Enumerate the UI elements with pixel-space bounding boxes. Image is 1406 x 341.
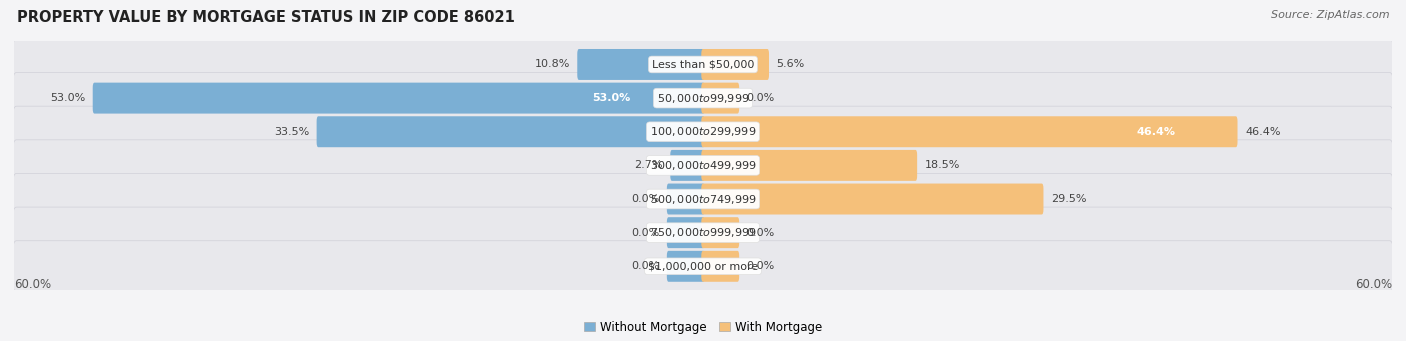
Text: $750,000 to $999,999: $750,000 to $999,999 xyxy=(650,226,756,239)
FancyBboxPatch shape xyxy=(13,207,1393,258)
FancyBboxPatch shape xyxy=(702,150,917,181)
Legend: Without Mortgage, With Mortgage: Without Mortgage, With Mortgage xyxy=(579,316,827,339)
Text: 0.0%: 0.0% xyxy=(631,228,659,238)
FancyBboxPatch shape xyxy=(316,116,704,147)
FancyBboxPatch shape xyxy=(666,183,704,214)
FancyBboxPatch shape xyxy=(666,251,704,282)
Text: 5.6%: 5.6% xyxy=(776,59,804,70)
Text: 46.4%: 46.4% xyxy=(1136,127,1175,137)
Text: Source: ZipAtlas.com: Source: ZipAtlas.com xyxy=(1271,10,1389,20)
Text: 53.0%: 53.0% xyxy=(592,93,631,103)
Text: Less than $50,000: Less than $50,000 xyxy=(652,59,754,70)
Text: 29.5%: 29.5% xyxy=(1050,194,1087,204)
Text: 2.7%: 2.7% xyxy=(634,160,662,170)
Text: 60.0%: 60.0% xyxy=(14,278,51,291)
FancyBboxPatch shape xyxy=(13,39,1393,90)
Text: $300,000 to $499,999: $300,000 to $499,999 xyxy=(650,159,756,172)
FancyBboxPatch shape xyxy=(13,106,1393,157)
FancyBboxPatch shape xyxy=(666,217,704,248)
FancyBboxPatch shape xyxy=(702,83,740,114)
Text: 0.0%: 0.0% xyxy=(747,261,775,271)
Text: 46.4%: 46.4% xyxy=(1244,127,1281,137)
Text: $1,000,000 or more: $1,000,000 or more xyxy=(648,261,758,271)
Text: 18.5%: 18.5% xyxy=(925,160,960,170)
FancyBboxPatch shape xyxy=(13,241,1393,292)
FancyBboxPatch shape xyxy=(702,251,740,282)
Text: $50,000 to $99,999: $50,000 to $99,999 xyxy=(657,92,749,105)
Text: 0.0%: 0.0% xyxy=(747,228,775,238)
Text: 0.0%: 0.0% xyxy=(747,93,775,103)
FancyBboxPatch shape xyxy=(13,140,1393,191)
Text: $100,000 to $299,999: $100,000 to $299,999 xyxy=(650,125,756,138)
FancyBboxPatch shape xyxy=(702,217,740,248)
Text: 0.0%: 0.0% xyxy=(631,261,659,271)
Text: PROPERTY VALUE BY MORTGAGE STATUS IN ZIP CODE 86021: PROPERTY VALUE BY MORTGAGE STATUS IN ZIP… xyxy=(17,10,515,25)
FancyBboxPatch shape xyxy=(702,49,769,80)
FancyBboxPatch shape xyxy=(702,183,1043,214)
FancyBboxPatch shape xyxy=(93,83,704,114)
Text: 10.8%: 10.8% xyxy=(534,59,569,70)
Text: 0.0%: 0.0% xyxy=(631,194,659,204)
Text: 33.5%: 33.5% xyxy=(274,127,309,137)
FancyBboxPatch shape xyxy=(671,150,704,181)
Text: $500,000 to $749,999: $500,000 to $749,999 xyxy=(650,193,756,206)
FancyBboxPatch shape xyxy=(578,49,704,80)
FancyBboxPatch shape xyxy=(13,73,1393,124)
FancyBboxPatch shape xyxy=(702,116,1237,147)
Text: 60.0%: 60.0% xyxy=(1355,278,1392,291)
Text: 53.0%: 53.0% xyxy=(51,93,86,103)
FancyBboxPatch shape xyxy=(13,174,1393,225)
